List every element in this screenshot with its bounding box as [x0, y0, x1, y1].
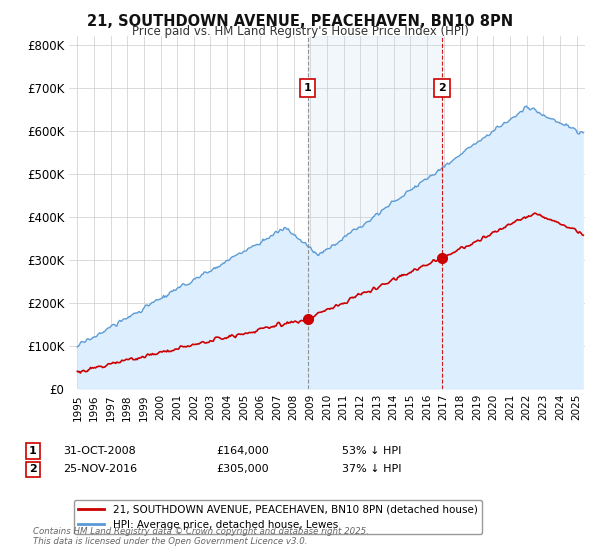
Text: 2: 2	[29, 464, 37, 474]
Text: £305,000: £305,000	[216, 464, 269, 474]
Text: Contains HM Land Registry data © Crown copyright and database right 2025.
This d: Contains HM Land Registry data © Crown c…	[33, 526, 369, 546]
Text: £164,000: £164,000	[216, 446, 269, 456]
Text: 25-NOV-2016: 25-NOV-2016	[63, 464, 137, 474]
Text: Price paid vs. HM Land Registry's House Price Index (HPI): Price paid vs. HM Land Registry's House …	[131, 25, 469, 38]
Text: 1: 1	[304, 83, 311, 93]
Text: 2: 2	[438, 83, 446, 93]
Bar	[308, 36, 442, 389]
Legend: 21, SOUTHDOWN AVENUE, PEACEHAVEN, BN10 8PN (detached house), HPI: Average price,: 21, SOUTHDOWN AVENUE, PEACEHAVEN, BN10 8…	[74, 500, 482, 534]
Text: 31-OCT-2008: 31-OCT-2008	[63, 446, 136, 456]
Text: 21, SOUTHDOWN AVENUE, PEACEHAVEN, BN10 8PN: 21, SOUTHDOWN AVENUE, PEACEHAVEN, BN10 8…	[87, 14, 513, 29]
Text: 1: 1	[29, 446, 37, 456]
Text: 37% ↓ HPI: 37% ↓ HPI	[342, 464, 401, 474]
Text: 53% ↓ HPI: 53% ↓ HPI	[342, 446, 401, 456]
